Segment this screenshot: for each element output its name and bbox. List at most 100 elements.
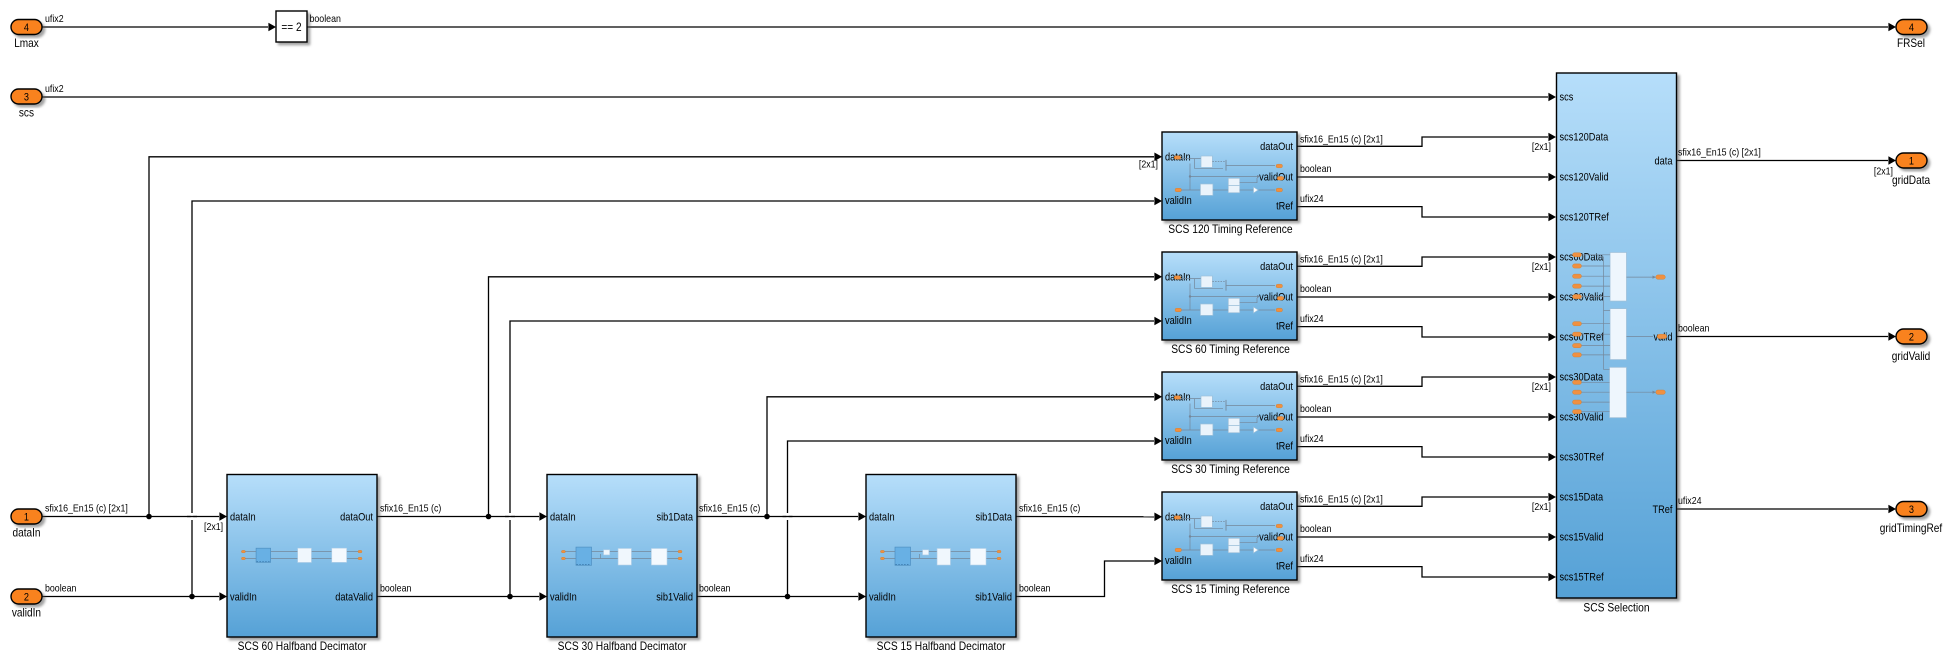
- svg-text:scs120TRef: scs120TRef: [1560, 211, 1610, 223]
- svg-text:SCS 30 Halfband Decimator: SCS 30 Halfband Decimator: [558, 639, 687, 653]
- svg-text:dataOut: dataOut: [1260, 261, 1293, 273]
- svg-text:1: 1: [1909, 156, 1914, 168]
- svg-text:[2x1]: [2x1]: [1532, 501, 1551, 513]
- svg-text:sfix16_En15 (c) [2x1]: sfix16_En15 (c) [2x1]: [1300, 493, 1383, 505]
- svg-text:validIn: validIn: [1165, 555, 1192, 567]
- svg-text:dataOut: dataOut: [340, 512, 373, 524]
- svg-text:gridValid: gridValid: [1892, 349, 1931, 363]
- svg-text:boolean: boolean: [1300, 283, 1332, 295]
- svg-text:4: 4: [1909, 22, 1914, 34]
- svg-text:ufix2: ufix2: [45, 83, 64, 95]
- svg-text:sfix16_En15 (c): sfix16_En15 (c): [699, 503, 760, 515]
- svg-text:validOut: validOut: [1259, 292, 1293, 304]
- svg-text:SCS 15 Timing Reference: SCS 15 Timing Reference: [1171, 582, 1290, 596]
- svg-text:FRSel: FRSel: [1897, 36, 1925, 50]
- svg-text:dataIn: dataIn: [550, 512, 576, 524]
- svg-text:data: data: [1655, 156, 1674, 168]
- svg-text:[2x1]: [2x1]: [1532, 141, 1551, 153]
- svg-text:validIn: validIn: [12, 606, 41, 620]
- svg-text:SCS 30 Timing Reference: SCS 30 Timing Reference: [1171, 462, 1290, 476]
- svg-text:1: 1: [24, 512, 29, 524]
- svg-text:3: 3: [1909, 504, 1914, 516]
- svg-text:boolean: boolean: [380, 583, 412, 595]
- svg-text:TRef: TRef: [1653, 504, 1674, 516]
- svg-text:validIn: validIn: [1165, 315, 1192, 327]
- svg-text:sib1Data: sib1Data: [657, 512, 694, 524]
- svg-text:sfix16_En15 (c) [2x1]: sfix16_En15 (c) [2x1]: [45, 503, 128, 515]
- svg-text:sib1Valid: sib1Valid: [656, 592, 693, 604]
- svg-text:sfix16_En15 (c) [2x1]: sfix16_En15 (c) [2x1]: [1300, 373, 1383, 385]
- svg-text:tRef: tRef: [1276, 561, 1294, 573]
- svg-text:boolean: boolean: [1300, 403, 1332, 415]
- svg-text:[2x1]: [2x1]: [1874, 166, 1893, 178]
- svg-text:boolean: boolean: [45, 583, 77, 595]
- svg-text:== 2: == 2: [281, 20, 301, 34]
- svg-text:sfix16_En15 (c) [2x1]: sfix16_En15 (c) [2x1]: [1678, 147, 1761, 159]
- svg-text:boolean: boolean: [1300, 163, 1332, 175]
- svg-text:scs: scs: [1560, 91, 1574, 103]
- svg-text:validOut: validOut: [1259, 172, 1293, 184]
- svg-text:sfix16_En15 (c) [2x1]: sfix16_En15 (c) [2x1]: [1300, 253, 1383, 265]
- svg-text:[2x1]: [2x1]: [1532, 381, 1551, 393]
- svg-text:scs: scs: [19, 106, 34, 120]
- svg-text:boolean: boolean: [310, 13, 342, 25]
- svg-text:validIn: validIn: [1165, 195, 1192, 207]
- svg-text:validIn: validIn: [230, 592, 257, 604]
- svg-text:ufix24: ufix24: [1678, 495, 1702, 507]
- svg-text:SCS Selection: SCS Selection: [1583, 601, 1649, 615]
- svg-text:tRef: tRef: [1276, 321, 1294, 333]
- svg-text:tRef: tRef: [1276, 441, 1294, 453]
- svg-text:dataOut: dataOut: [1260, 501, 1293, 513]
- svg-text:sib1Data: sib1Data: [976, 512, 1013, 524]
- svg-text:scs60TRef: scs60TRef: [1560, 331, 1605, 343]
- svg-text:dataOut: dataOut: [1260, 381, 1293, 393]
- svg-text:scs120Data: scs120Data: [1560, 131, 1610, 143]
- svg-text:sfix16_En15 (c) [2x1]: sfix16_En15 (c) [2x1]: [1300, 133, 1383, 145]
- svg-text:ufix2: ufix2: [45, 13, 64, 25]
- svg-text:[2x1]: [2x1]: [1139, 159, 1158, 171]
- svg-text:dataValid: dataValid: [335, 592, 373, 604]
- svg-text:boolean: boolean: [1300, 523, 1332, 535]
- svg-text:dataOut: dataOut: [1260, 141, 1293, 153]
- svg-text:scs30Valid: scs30Valid: [1560, 411, 1604, 423]
- svg-text:2: 2: [1909, 332, 1914, 344]
- svg-text:gridTimingRef: gridTimingRef: [1880, 521, 1943, 535]
- svg-text:validOut: validOut: [1259, 412, 1293, 424]
- svg-text:ufix24: ufix24: [1300, 313, 1324, 325]
- svg-text:scs15TRef: scs15TRef: [1560, 571, 1605, 583]
- svg-text:sfix16_En15 (c): sfix16_En15 (c): [1019, 503, 1080, 515]
- svg-text:[2x1]: [2x1]: [1532, 261, 1551, 273]
- svg-text:SCS 60 Timing Reference: SCS 60 Timing Reference: [1171, 342, 1290, 356]
- svg-text:SCS 15 Halfband Decimator: SCS 15 Halfband Decimator: [877, 639, 1006, 653]
- svg-text:SCS 60 Halfband Decimator: SCS 60 Halfband Decimator: [238, 639, 367, 653]
- svg-text:scs15Valid: scs15Valid: [1560, 531, 1604, 543]
- svg-text:sfix16_En15 (c): sfix16_En15 (c): [380, 503, 441, 515]
- svg-text:Lmax: Lmax: [14, 36, 39, 50]
- svg-text:scs15Data: scs15Data: [1560, 491, 1604, 503]
- svg-text:2: 2: [24, 592, 29, 604]
- svg-text:boolean: boolean: [699, 583, 731, 595]
- svg-text:boolean: boolean: [1678, 323, 1710, 335]
- svg-text:scs30TRef: scs30TRef: [1560, 451, 1605, 463]
- svg-text:dataIn: dataIn: [869, 512, 895, 524]
- svg-text:ufix24: ufix24: [1300, 553, 1324, 565]
- svg-text:boolean: boolean: [1019, 583, 1051, 595]
- svg-text:scs60Data: scs60Data: [1560, 251, 1604, 263]
- svg-text:sib1Valid: sib1Valid: [975, 592, 1012, 604]
- svg-text:dataIn: dataIn: [13, 526, 41, 540]
- svg-text:validIn: validIn: [869, 592, 896, 604]
- svg-text:dataIn: dataIn: [230, 512, 256, 524]
- svg-text:[2x1]: [2x1]: [204, 521, 223, 533]
- svg-text:scs30Data: scs30Data: [1560, 371, 1604, 383]
- svg-text:gridData: gridData: [1892, 173, 1930, 187]
- svg-text:ufix24: ufix24: [1300, 433, 1324, 445]
- svg-text:ufix24: ufix24: [1300, 193, 1324, 205]
- svg-text:4: 4: [24, 22, 29, 34]
- svg-text:validIn: validIn: [550, 592, 577, 604]
- svg-text:3: 3: [24, 92, 29, 104]
- svg-text:SCS 120 Timing Reference: SCS 120 Timing Reference: [1168, 222, 1293, 236]
- svg-text:tRef: tRef: [1276, 201, 1294, 213]
- svg-text:validIn: validIn: [1165, 435, 1192, 447]
- svg-text:validOut: validOut: [1259, 532, 1293, 544]
- svg-text:scs120Valid: scs120Valid: [1560, 171, 1609, 183]
